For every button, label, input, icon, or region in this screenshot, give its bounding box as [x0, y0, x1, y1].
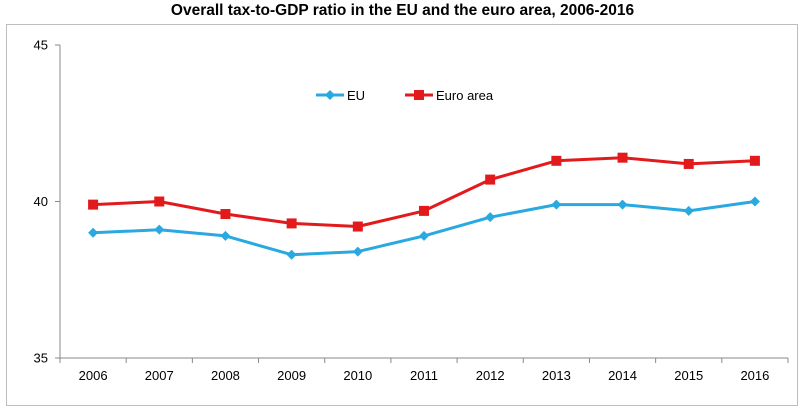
data-point-euro-area: [485, 174, 496, 185]
data-point-eu: [749, 196, 760, 207]
data-point-euro-area: [88, 199, 99, 210]
x-tick-label: 2016: [740, 368, 769, 383]
data-point-euro-area: [286, 218, 297, 229]
axes: 35 40 45 2006 2007 2008 2009 2010 2011 2012 2013 20…: [34, 38, 789, 383]
y-tick-label: 40: [34, 194, 48, 209]
legend-marker-euro-area: [414, 90, 424, 100]
data-point-eu: [683, 205, 694, 216]
data-point-eu: [551, 199, 562, 210]
data-point-eu: [88, 227, 99, 238]
y-tick-label: 35: [34, 351, 48, 366]
x-tick-label: 2010: [343, 368, 372, 383]
data-point-eu: [220, 230, 231, 241]
data-point-euro-area: [352, 221, 363, 232]
legend: EU Euro area: [316, 88, 494, 103]
series-line-euro-area: [93, 156, 755, 228]
x-tick-label: 2009: [277, 368, 306, 383]
data-point-euro-area: [749, 155, 760, 166]
data-point-euro-area: [220, 209, 231, 220]
x-tick-label: 2008: [211, 368, 240, 383]
chart-frame: [6, 24, 798, 406]
legend-label-eu: EU: [347, 88, 365, 103]
x-tick-label: 2015: [674, 368, 703, 383]
chart-title: Overall tax-to-GDP ratio in the EU and t…: [170, 2, 635, 19]
data-point-eu: [352, 246, 363, 257]
x-tick-label: 2012: [476, 368, 505, 383]
y-tick-label: 45: [34, 38, 48, 53]
data-point-euro-area: [617, 152, 628, 163]
data-point-eu: [286, 249, 297, 260]
x-tick-label: 2011: [410, 368, 438, 383]
data-point-eu: [617, 199, 628, 210]
data-point-euro-area: [683, 158, 694, 169]
x-tick-label: 2014: [608, 368, 637, 383]
series-layer: [88, 152, 760, 260]
data-point-eu: [154, 224, 165, 235]
legend-label-euro-area: Euro area: [436, 88, 494, 103]
data-point-euro-area: [419, 205, 429, 216]
data-point-eu: [485, 212, 496, 223]
data-point-euro-area: [551, 155, 562, 166]
data-point-eu: [419, 230, 429, 241]
x-tick-label: 2013: [542, 368, 571, 383]
legend-marker-eu: [325, 90, 335, 100]
data-point-euro-area: [154, 196, 165, 207]
x-tick-label: 2007: [145, 368, 174, 383]
x-tick-label: 2006: [79, 368, 108, 383]
